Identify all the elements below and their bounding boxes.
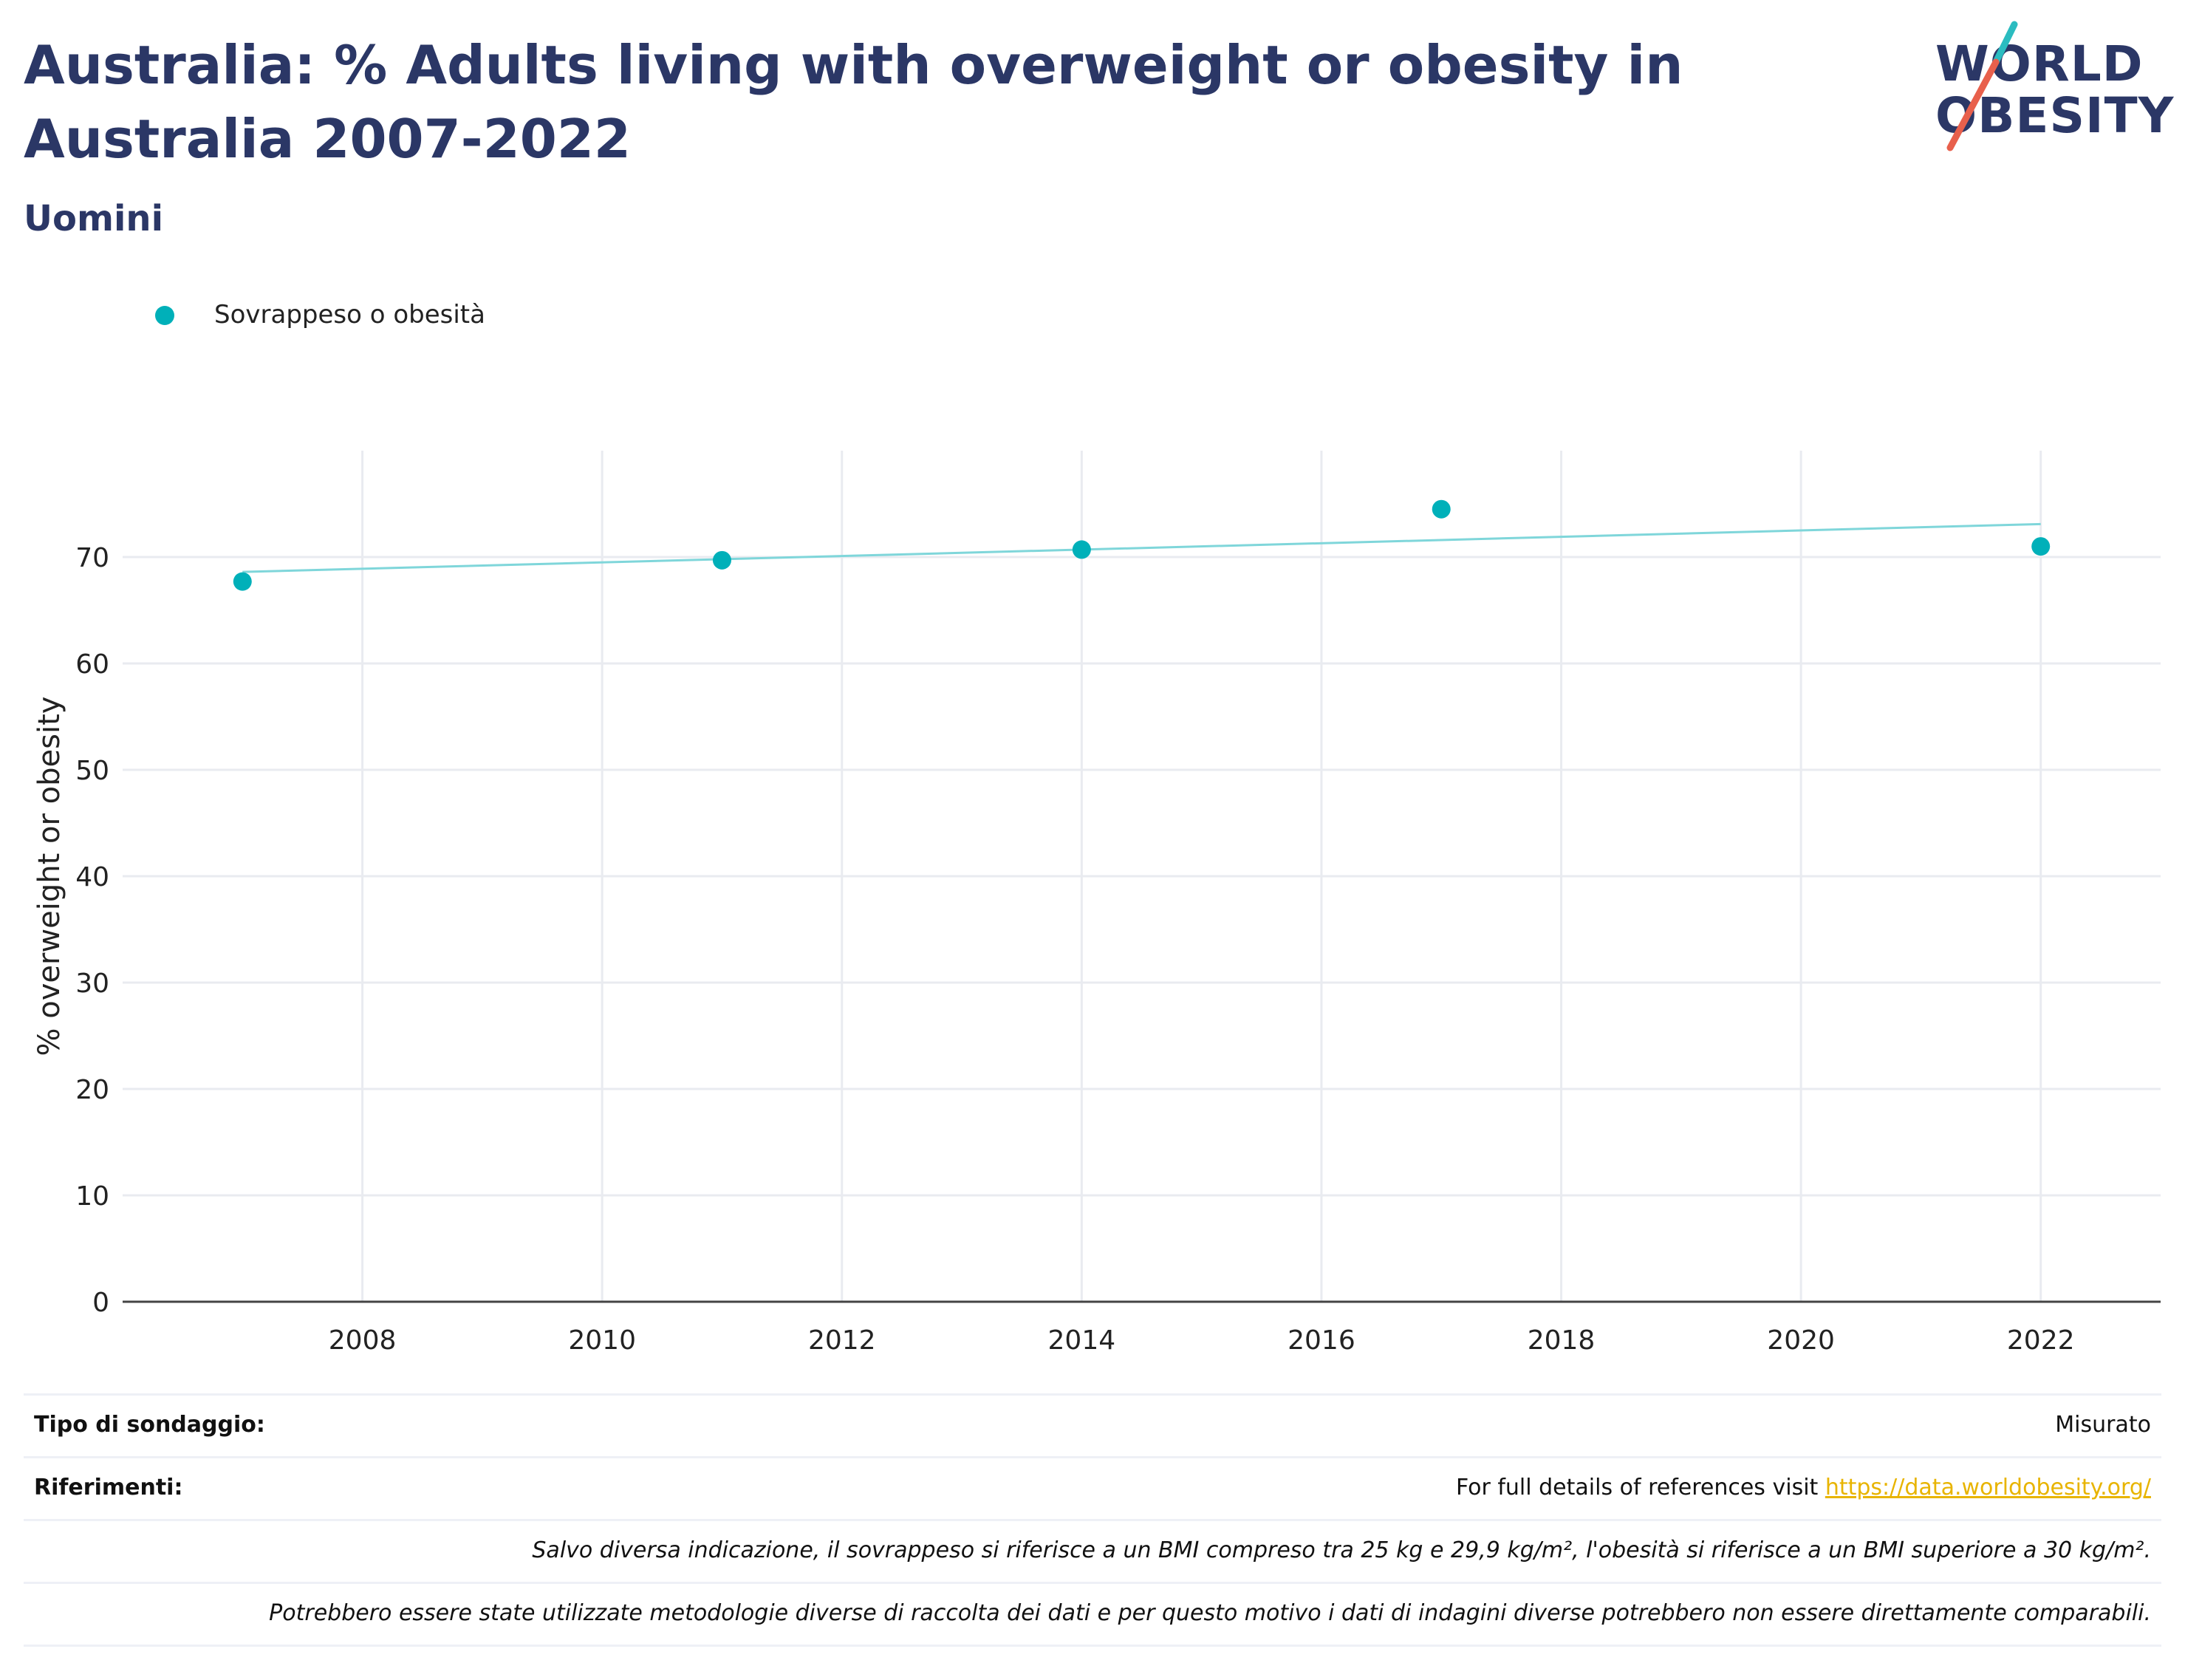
references-label: Riferimenti:	[34, 1475, 183, 1500]
data-point	[712, 550, 731, 570]
page-title: Australia: % Adults living with overweig…	[24, 34, 1683, 170]
x-tick-label: 2008	[329, 1325, 397, 1356]
logo-word-world: WORLD	[1935, 35, 2144, 92]
logo-slash-icon	[1946, 21, 2018, 151]
trend-line-group	[242, 522, 2041, 573]
survey-type-value: Misurato	[2055, 1412, 2151, 1438]
y-tick-label: 10	[75, 1181, 109, 1212]
y-tick-label: 60	[75, 649, 109, 680]
data-point	[233, 572, 252, 591]
data-point	[2031, 537, 2051, 556]
x-tick-label: 2014	[1048, 1325, 1116, 1356]
methodology-note-row: Potrebbero essere state utilizzate metod…	[24, 1582, 2161, 1647]
data-point	[1432, 499, 1451, 519]
x-tick-label: 2016	[1288, 1325, 1355, 1356]
chart-subtitle: Uomini	[24, 198, 164, 239]
y-tick-label: 20	[75, 1075, 109, 1105]
y-tick-label: 40	[75, 862, 109, 892]
bmi-note: Salvo diversa indicazione, il sovrappeso…	[532, 1537, 2151, 1563]
data-point	[1072, 540, 1091, 559]
x-tick-label: 2020	[1767, 1325, 1835, 1356]
y-axis-label: % overweight or obesity	[33, 697, 66, 1056]
methodology-note: Potrebbero essere state utilizzate metod…	[269, 1600, 2151, 1626]
survey-type-label: Tipo di sondaggio:	[34, 1412, 265, 1438]
y-tick-label: 70	[75, 543, 109, 573]
survey-type-row: Tipo di sondaggio: Misurato	[24, 1393, 2161, 1456]
y-tick-label: 30	[75, 969, 109, 999]
scatter-chart: 2008 2010 2012 2014 2016 2018 2020 2022 0 10 20 30 4…	[33, 451, 2161, 1356]
legend-label: Sovrappeso o obesità	[214, 300, 485, 329]
chart-footer: Tipo di sondaggio: Misurato Riferimenti:…	[24, 1393, 2161, 1647]
y-tick-label: 0	[92, 1288, 109, 1318]
axes: 2008 2010 2012 2014 2016 2018 2020 2022 0 10 20 30 4…	[75, 543, 2161, 1356]
x-tick-label: 2010	[568, 1325, 636, 1356]
legend-marker	[155, 306, 174, 325]
world-obesity-logo: WORLD OBESITY	[1935, 21, 2173, 161]
references-row: Riferimenti: For full details of referen…	[24, 1456, 2161, 1519]
references-link[interactable]: https://data.worldobesity.org/	[1825, 1475, 2151, 1500]
references-text: For full details of references visit	[1455, 1475, 1825, 1500]
x-tick-label: 2022	[2007, 1325, 2075, 1356]
x-tick-label: 2018	[1528, 1325, 1596, 1356]
trend-line	[242, 522, 2041, 573]
data-points	[233, 499, 2051, 591]
references-value: For full details of references visit htt…	[1456, 1475, 2151, 1500]
y-tick-label: 50	[75, 756, 109, 786]
x-tick-label: 2012	[808, 1325, 876, 1356]
bmi-note-row: Salvo diversa indicazione, il sovrappeso…	[24, 1519, 2161, 1582]
grid-lines	[123, 451, 2161, 1302]
